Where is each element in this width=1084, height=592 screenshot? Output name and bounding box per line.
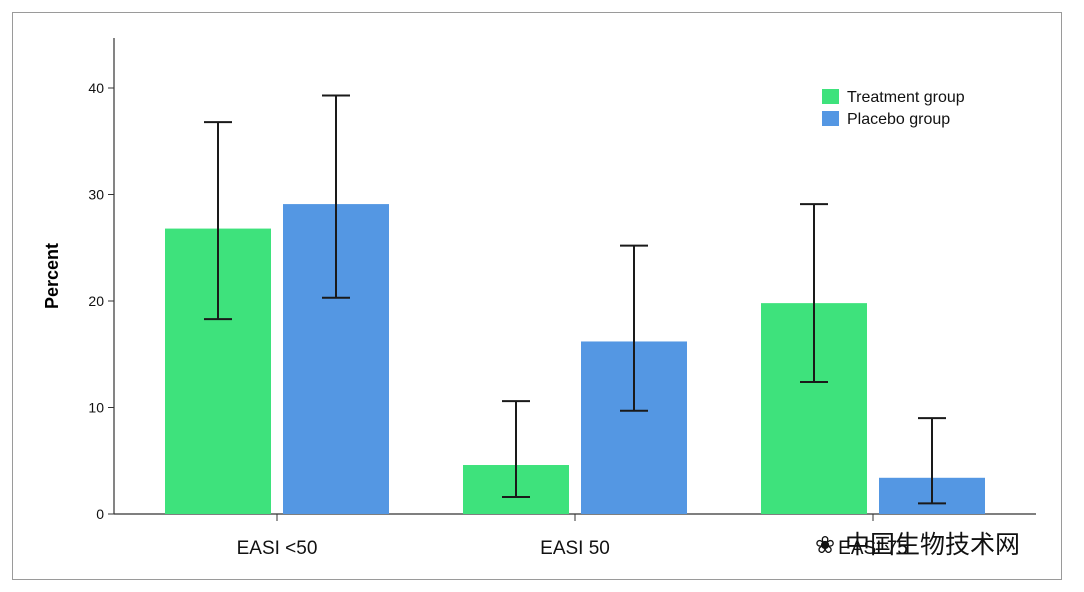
legend-label: Placebo group bbox=[847, 111, 950, 128]
watermark-text: 中国生物技术网 bbox=[845, 530, 1020, 559]
y-tick-label: 0 bbox=[96, 506, 104, 522]
x-tick-label: EASI 50 bbox=[540, 538, 610, 559]
x-tick-label: EASI <50 bbox=[237, 538, 318, 559]
watermark-logo-icon: ❀ bbox=[815, 532, 835, 559]
legend: Treatment group Placebo group bbox=[822, 89, 965, 128]
legend-swatch bbox=[822, 89, 839, 104]
x-tick-label: EASI 75 bbox=[838, 538, 908, 559]
bars bbox=[165, 204, 985, 514]
y-tick-label: 30 bbox=[88, 187, 104, 203]
y-tick-label: 20 bbox=[88, 293, 104, 309]
y-tick-label: 40 bbox=[88, 80, 104, 96]
y-tick-label: 10 bbox=[88, 400, 104, 416]
watermark: ❀ 中国生物技术网 bbox=[815, 530, 1020, 559]
legend-label: Treatment group bbox=[847, 89, 965, 106]
legend-swatch bbox=[822, 111, 839, 126]
error-bars bbox=[204, 94, 946, 505]
y-axis-label: Percent bbox=[42, 243, 62, 309]
